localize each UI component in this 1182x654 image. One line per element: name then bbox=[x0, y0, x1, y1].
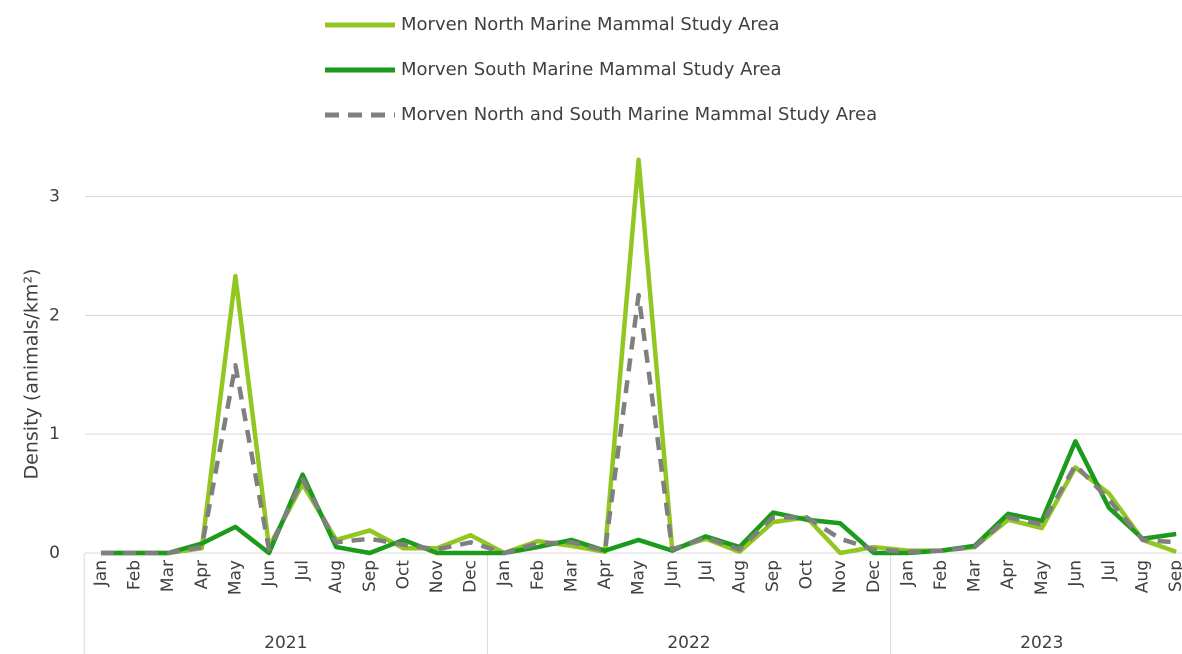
x-tick-label: Feb bbox=[125, 560, 145, 590]
x-tick-label: May bbox=[629, 560, 649, 595]
x-tick-label: Apr bbox=[595, 560, 615, 589]
x-tick-label: Aug bbox=[326, 560, 346, 593]
x-tick-label: Jul bbox=[293, 560, 313, 582]
x-tick-label: Dec bbox=[864, 560, 884, 593]
x-tick-label: Jul bbox=[696, 560, 716, 582]
x-tick-label: Jun bbox=[662, 560, 682, 588]
y-axis-label: Density (animals/km²) bbox=[21, 269, 43, 480]
x-tick-label: Sep bbox=[360, 560, 380, 592]
x-tick-label: Jan bbox=[897, 560, 917, 587]
group-label: 2022 bbox=[667, 633, 710, 653]
x-tick-label: Mar bbox=[561, 560, 581, 592]
x-tick-label: Jan bbox=[91, 560, 111, 587]
x-tick-label: Jan bbox=[494, 560, 514, 587]
series-line bbox=[101, 292, 1177, 556]
x-tick-label: Feb bbox=[528, 560, 548, 590]
x-tick-label: Aug bbox=[1133, 560, 1153, 593]
x-tick-label: Jun bbox=[259, 560, 279, 588]
x-tick-label: Apr bbox=[192, 560, 212, 589]
x-tick-label: Sep bbox=[1166, 560, 1182, 592]
x-tick-label: Apr bbox=[998, 560, 1018, 589]
y-tick-label: 3 bbox=[49, 187, 60, 207]
x-tick-label: Sep bbox=[763, 560, 783, 592]
x-tick-label: Jun bbox=[1065, 560, 1085, 588]
x-tick-label: May bbox=[225, 560, 245, 595]
group-label: 2021 bbox=[264, 633, 307, 653]
x-tick-label: Oct bbox=[797, 560, 817, 590]
y-tick-label: 1 bbox=[49, 424, 60, 444]
x-tick-label: Jul bbox=[1099, 560, 1119, 582]
x-tick-label: Feb bbox=[931, 560, 951, 590]
y-tick-label: 0 bbox=[49, 543, 60, 563]
x-tick-label: Mar bbox=[158, 560, 178, 592]
x-tick-label: Oct bbox=[393, 560, 413, 590]
x-tick-label: Nov bbox=[427, 560, 447, 593]
group-label: 2023 bbox=[1020, 633, 1063, 653]
x-tick-label: Nov bbox=[830, 560, 850, 593]
y-tick-label: 2 bbox=[49, 305, 60, 325]
legend-label: Morven North and South Marine Mammal Stu… bbox=[401, 104, 877, 125]
legend-label: Morven North Marine Mammal Study Area bbox=[401, 14, 780, 35]
x-tick-label: Aug bbox=[729, 560, 749, 593]
series-line bbox=[101, 157, 1177, 556]
legend-label: Morven South Marine Mammal Study Area bbox=[401, 59, 782, 80]
x-tick-label: Dec bbox=[461, 560, 481, 593]
x-tick-label: May bbox=[1032, 560, 1052, 595]
x-tick-label: Mar bbox=[965, 560, 985, 592]
